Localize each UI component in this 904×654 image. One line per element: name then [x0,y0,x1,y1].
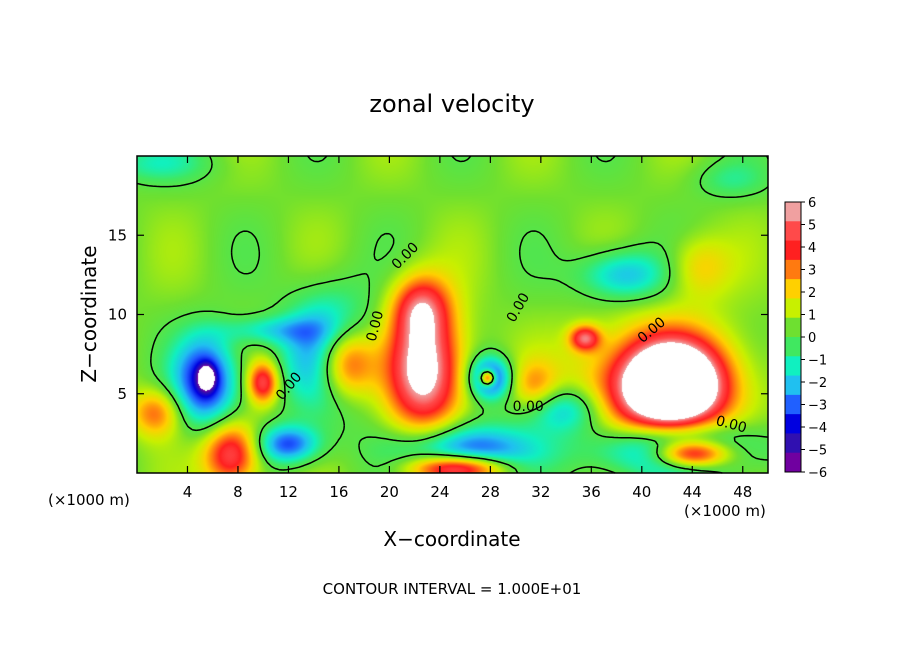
x-tick-label: 16 [329,483,348,501]
plot-area: 0.000.000.000.000.000.000.00 [136,155,769,474]
y-tick-label: 10 [108,306,127,324]
x-tick-label: 24 [430,483,449,501]
colorbar-segment [785,259,801,280]
x-tick-label: 8 [233,483,243,501]
colorbar-tick-label: 1 [808,309,816,324]
colorbar-segment [785,279,801,299]
contour-interval-note: CONTOUR INTERVAL = 1.000E+01 [323,580,582,598]
x-tick-label: 48 [733,483,752,501]
contour-label: 0.00 [714,413,748,437]
y-axis-ticks: 5 10 15 [108,226,768,403]
colorbar-tick-label: 2 [808,286,816,301]
colorbar: 6 5 4 3 2 1 0 −1 −2 −3 −4 −5 −6 [784,196,827,481]
x-tick-label: 12 [279,483,298,501]
x-tick-label: 44 [683,483,702,501]
colorbar-tick-label: −4 [808,421,827,436]
x-axis-label: X−coordinate [383,527,520,551]
colorbar-segment [785,202,801,222]
colorbar-tick-label: −2 [808,376,827,391]
colorbar-segment [785,433,801,454]
colorbar-segment [785,240,801,261]
colorbar-segment [785,337,801,357]
y-tick-label: 5 [117,385,127,403]
colorbar-tick-label: 0 [808,331,816,346]
x-tick-label: 28 [481,483,500,501]
colorbar-segment [785,221,801,242]
colorbar-tick-label: 6 [808,196,816,211]
contour-label: 0.00 [364,309,388,343]
x-axis-ticks: 4 8 12 16 20 24 28 32 36 40 44 48 [183,156,752,501]
colorbar-tick-label: −1 [808,354,827,369]
zero-contour-line [136,155,769,474]
x-units-left: (×1000 m) [48,491,130,509]
zero-contours [136,155,769,474]
chart-title: zonal velocity [369,90,534,118]
colorbar-segment [785,452,801,473]
colorbar-segment [785,414,801,434]
colorbar-tick-label: −3 [808,399,827,414]
colorbar-segment [785,375,801,396]
colorbar-segment [785,394,801,415]
contour-label: 0.00 [513,399,544,415]
colorbar-segment [785,356,801,377]
x-tick-label: 32 [531,483,550,501]
x-tick-label: 40 [632,483,651,501]
colorbar-segment [785,317,801,338]
colorbar-tick-label: 3 [808,264,816,279]
y-tick-label: 15 [108,226,127,244]
colorbar-segment [785,298,801,319]
x-units-right: (×1000 m) [684,502,766,520]
colorbar-tick-label: 4 [808,241,816,256]
x-tick-label: 20 [380,483,399,501]
colorbar-tick-label: −5 [808,444,827,459]
y-axis-label: Z−coordinate [77,245,101,382]
colorbar-tick-label: −6 [808,466,827,481]
x-tick-label: 4 [183,483,193,501]
x-tick-label: 36 [582,483,601,501]
colorbar-tick-label: 5 [808,219,816,234]
